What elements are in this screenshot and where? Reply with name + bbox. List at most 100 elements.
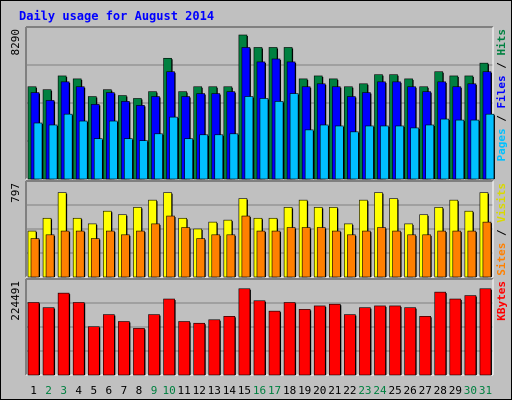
panel-kbytes: 224491 KBytes (9, 278, 508, 376)
x-tick-label: 22 (343, 384, 356, 397)
bar-sites-10 (166, 215, 175, 278)
panel-sites-visits: 797 Sites / Visits (9, 180, 508, 278)
bar-sites-18 (286, 227, 296, 278)
max-label-kbytes: 224491 (9, 281, 22, 321)
bar-pages-26 (410, 127, 419, 180)
x-tick-label: 12 (193, 384, 206, 397)
legend-entry-hits: Hits (495, 29, 508, 56)
x-tick-label: 11 (178, 384, 191, 397)
bar-kbytes-21 (328, 303, 341, 376)
bar-sites-31 (482, 221, 492, 278)
x-tick-label: 8 (136, 384, 143, 397)
bar-sites-26 (407, 234, 416, 278)
x-tick-label: 9 (151, 384, 158, 397)
bar-pages-6 (109, 120, 118, 180)
bar-pages-20 (319, 124, 329, 180)
legend-pages-files-hits: Pages / Files / Hits (495, 29, 508, 162)
bar-sites-1 (30, 238, 40, 278)
bar-sites-27 (422, 234, 431, 278)
x-tick-label: 23 (358, 384, 371, 397)
x-tick-label: 21 (328, 384, 341, 397)
x-tick-label: 10 (162, 384, 175, 397)
bar-kbytes-15 (238, 288, 251, 376)
bar-pages-15 (244, 96, 254, 180)
x-tick-label: 7 (121, 384, 128, 397)
bar-sites-11 (181, 227, 190, 278)
bar-kbytes-18 (283, 302, 296, 376)
bar-sites-4 (75, 230, 85, 278)
bar-sites-17 (271, 230, 281, 278)
bar-sites-16 (256, 230, 266, 278)
bar-pages-7 (124, 138, 133, 180)
bar-pages-5 (93, 138, 103, 180)
bar-kbytes-16 (253, 300, 266, 376)
bar-kbytes-27 (419, 316, 431, 376)
bar-pages-13 (214, 134, 224, 180)
bar-kbytes-1 (27, 302, 40, 376)
x-tick-label: 14 (223, 384, 237, 397)
x-tick-label: 29 (449, 384, 462, 397)
bar-kbytes-14 (223, 316, 236, 376)
x-tick-label: 4 (75, 384, 82, 397)
x-tick-label: 25 (388, 384, 401, 397)
bar-sites-23 (362, 230, 371, 278)
bar-kbytes-4 (72, 302, 85, 376)
bar-pages-22 (350, 131, 359, 180)
chart-title: Daily usage for August 2014 (19, 9, 215, 23)
legend-sites-visits: Sites / Visits (495, 183, 508, 276)
bar-kbytes-10 (163, 298, 175, 376)
bar-pages-25 (395, 125, 404, 180)
bar-sites-30 (467, 230, 477, 278)
x-tick-label: 30 (464, 384, 477, 397)
bar-kbytes-28 (434, 291, 447, 376)
bar-sites-13 (211, 234, 221, 278)
bar-kbytes-8 (133, 328, 145, 376)
bar-sites-28 (437, 230, 447, 278)
bar-sites-6 (106, 230, 115, 278)
bar-sites-14 (226, 234, 236, 278)
bar-kbytes-20 (313, 305, 326, 376)
bar-pages-17 (274, 101, 284, 180)
x-tick-label: 24 (373, 384, 387, 397)
bar-pages-24 (380, 125, 389, 180)
bar-kbytes-6 (103, 314, 115, 376)
bar-pages-30 (470, 119, 480, 180)
bar-sites-19 (301, 227, 311, 278)
bar-sites-24 (377, 227, 386, 278)
bar-sites-15 (241, 215, 251, 278)
panel-pages-files-hits: 8290 Pages / Files / Hits (9, 26, 508, 180)
bar-kbytes-9 (148, 314, 160, 376)
bar-pages-11 (184, 138, 193, 180)
bar-sites-5 (90, 238, 100, 278)
bar-pages-4 (78, 120, 88, 180)
legend-separator: / (495, 223, 508, 243)
legend-kbytes: KBytes (495, 281, 508, 321)
bar-kbytes-23 (359, 307, 371, 376)
bar-pages-12 (199, 134, 209, 180)
x-tick-label: 2 (45, 384, 52, 397)
legend-entry-files: Files (495, 75, 508, 108)
bar-pages-2 (48, 124, 58, 180)
bar-pages-28 (440, 118, 450, 180)
bar-pages-31 (485, 113, 495, 180)
bar-sites-7 (121, 234, 130, 278)
x-tick-label: 1 (30, 384, 37, 397)
x-tick-label: 20 (313, 384, 326, 397)
bar-kbytes-11 (178, 321, 190, 376)
bar-sites-9 (151, 223, 160, 278)
legend-entry-visits: Visits (495, 183, 508, 223)
bar-sites-29 (452, 230, 462, 278)
x-tick-label: 19 (298, 384, 311, 397)
bar-pages-9 (154, 133, 163, 180)
bar-pages-3 (63, 113, 73, 180)
legend-separator: / (495, 56, 508, 76)
bar-pages-14 (229, 133, 239, 180)
bar-sites-22 (347, 234, 356, 278)
bar-kbytes-22 (344, 314, 356, 376)
legend-entry-kbytes: KBytes (495, 281, 508, 321)
bar-kbytes-13 (208, 319, 221, 376)
bar-kbytes-26 (404, 307, 416, 376)
bar-kbytes-17 (268, 310, 281, 376)
bar-kbytes-25 (389, 305, 401, 376)
